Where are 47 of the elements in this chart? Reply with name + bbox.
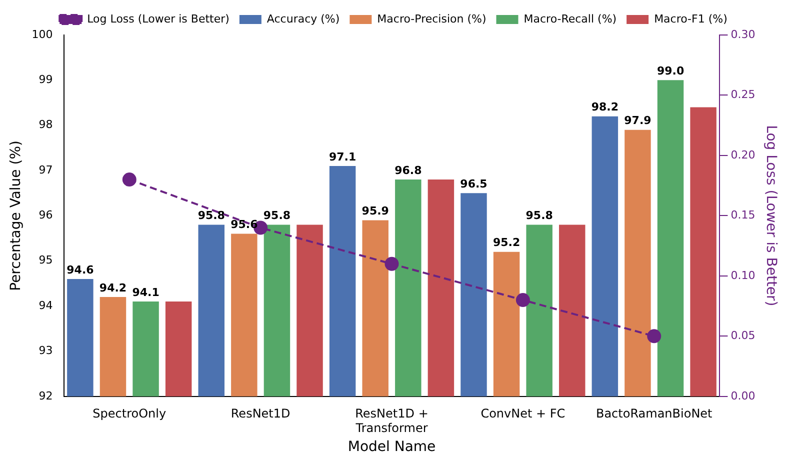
y2-tick-label: 0.20 (730, 148, 756, 162)
legend-label: Macro-Recall (%) (524, 12, 617, 26)
x-axis-title: Model Name (348, 439, 436, 456)
x-tick-label: BactoRamanBioNet (596, 406, 713, 421)
y2-tick-label: 0.05 (730, 329, 756, 342)
point (384, 256, 399, 271)
y-tick-label: 93 (38, 344, 53, 358)
y2-tick-label: 0.15 (730, 208, 756, 222)
legend-label: Accuracy (%) (266, 12, 340, 26)
data-label: 95.8 (263, 209, 291, 222)
data-label: 96.8 (394, 164, 422, 177)
y-tick-label: 100 (32, 28, 53, 41)
y-axis-title: Percentage Value (%) (8, 140, 24, 291)
y2-tick-label: 0.30 (730, 28, 756, 41)
y2-tick-label: 0.10 (730, 268, 756, 282)
data-label: 94.2 (99, 281, 127, 294)
y-tick-label: 99 (38, 73, 53, 86)
y2-tick-label: 0.00 (730, 389, 756, 402)
data-label: 97.9 (624, 114, 652, 128)
data-label: 95.2 (492, 236, 520, 250)
y-tick-label: 96 (38, 208, 53, 222)
y2-tick-label: 0.25 (730, 88, 756, 102)
y-tick-label: 98 (38, 118, 53, 132)
y-tick-label: 92 (38, 389, 53, 402)
y-tick-label: 97 (38, 163, 53, 176)
data-label: 95.8 (198, 209, 225, 222)
data-label: 95.9 (362, 204, 389, 218)
point (122, 172, 136, 187)
data-label: 95.8 (526, 209, 553, 222)
x-tick-label: SpectroOnly (92, 406, 166, 421)
legend-label: Log Loss (Lower is Better) (87, 12, 230, 26)
y-tick-label: 95 (38, 254, 53, 267)
x-tick-label: ResNet1D + Transformer (354, 406, 428, 436)
x-tick-label: ResNet1D (230, 406, 290, 421)
data-label: 96.5 (460, 177, 488, 190)
legend-label: Macro-Precision (%) (377, 12, 486, 26)
data-label: 94.6 (66, 263, 94, 276)
y-tick-label: 94 (38, 298, 53, 312)
y2-axis-title: Log Loss (Lower is Better) (762, 125, 779, 306)
x-tick-label: ConvNet + FC (480, 406, 566, 421)
data-label: 94.1 (132, 286, 160, 299)
data-label: 98.2 (591, 100, 618, 114)
legend-label: Macro-F1 (%) (654, 12, 728, 26)
point (647, 329, 662, 344)
point (516, 293, 530, 308)
data-label: 99.0 (656, 64, 684, 78)
data-label: 97.1 (328, 150, 356, 164)
